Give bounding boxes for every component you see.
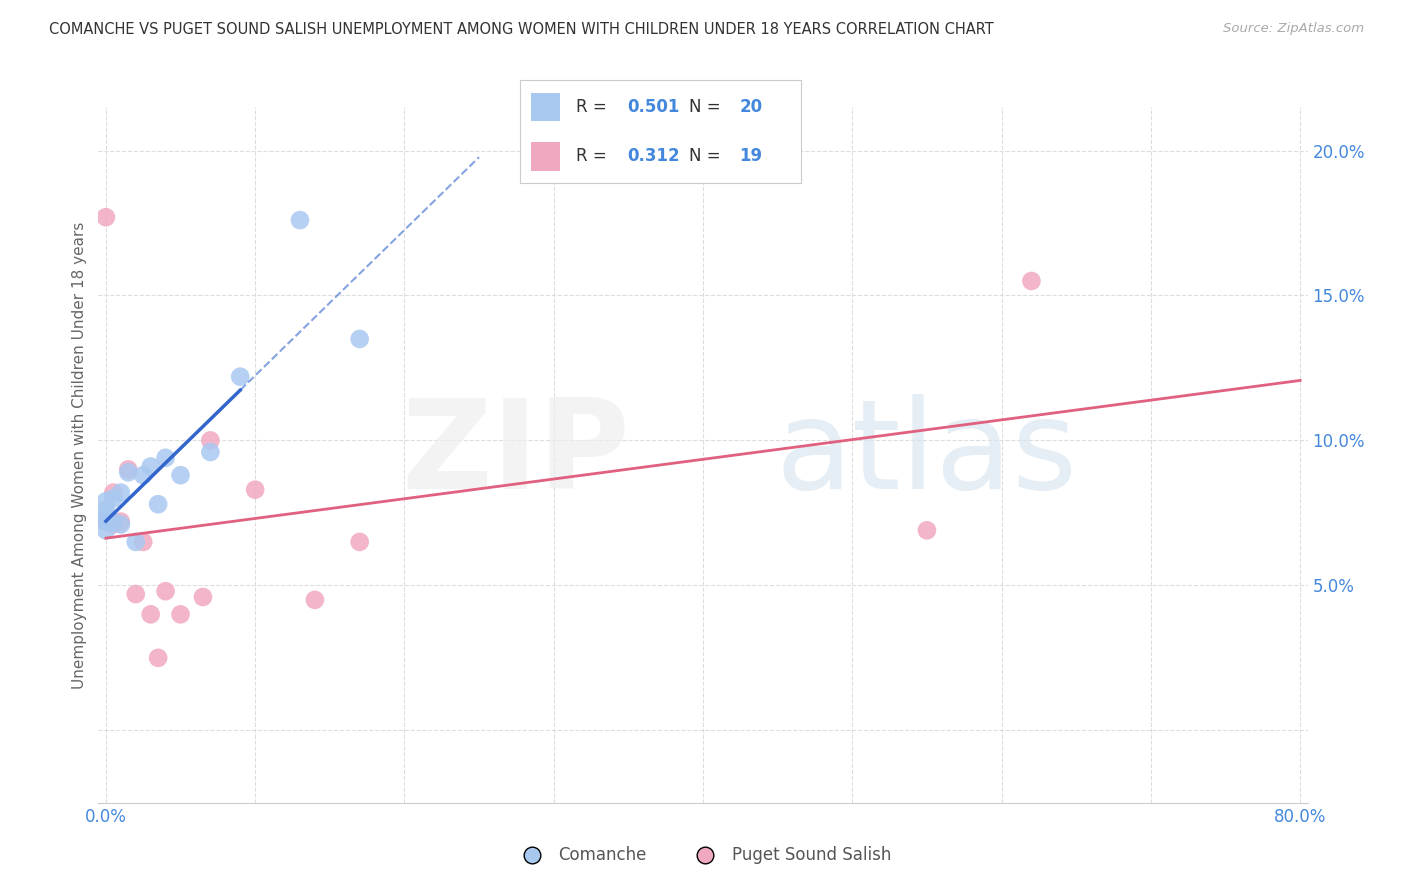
Text: 19: 19	[740, 147, 762, 165]
Legend: Comanche, Puget Sound Salish: Comanche, Puget Sound Salish	[509, 839, 897, 871]
Text: ZIP: ZIP	[402, 394, 630, 516]
Bar	[531, 93, 560, 121]
Point	[349, 332, 371, 346]
Point	[229, 369, 252, 384]
Point	[288, 213, 311, 227]
Point	[132, 534, 155, 549]
Point	[94, 503, 117, 517]
Point	[146, 651, 169, 665]
Text: COMANCHE VS PUGET SOUND SALISH UNEMPLOYMENT AMONG WOMEN WITH CHILDREN UNDER 18 Y: COMANCHE VS PUGET SOUND SALISH UNEMPLOYM…	[49, 22, 994, 37]
Text: 20: 20	[740, 98, 762, 116]
Point	[94, 523, 117, 537]
Point	[139, 459, 162, 474]
Point	[200, 434, 222, 448]
Point	[94, 211, 117, 225]
Text: 0.501: 0.501	[627, 98, 679, 116]
Point	[110, 517, 132, 532]
Point	[125, 587, 148, 601]
Point	[103, 485, 125, 500]
Point	[200, 445, 222, 459]
Point	[146, 497, 169, 511]
Point	[155, 584, 177, 599]
Point	[117, 462, 139, 476]
Point	[110, 485, 132, 500]
Text: atlas: atlas	[776, 394, 1077, 516]
Point	[304, 592, 326, 607]
Point	[94, 515, 117, 529]
Point	[94, 494, 117, 508]
Point	[132, 468, 155, 483]
Point	[94, 515, 117, 529]
Point	[915, 523, 938, 537]
Text: R =: R =	[576, 147, 613, 165]
Y-axis label: Unemployment Among Women with Children Under 18 years: Unemployment Among Women with Children U…	[72, 221, 87, 689]
Text: R =: R =	[576, 98, 613, 116]
Point	[349, 534, 371, 549]
Point	[110, 515, 132, 529]
Point	[125, 534, 148, 549]
Text: Source: ZipAtlas.com: Source: ZipAtlas.com	[1223, 22, 1364, 36]
Point	[103, 491, 125, 506]
Text: N =: N =	[689, 147, 725, 165]
Text: 0.312: 0.312	[627, 147, 679, 165]
Point	[103, 517, 125, 532]
Text: N =: N =	[689, 98, 725, 116]
Point	[155, 450, 177, 465]
Point	[139, 607, 162, 622]
Point	[103, 515, 125, 529]
Bar	[531, 142, 560, 170]
Point	[191, 590, 214, 604]
Point	[243, 483, 266, 497]
Point	[94, 508, 117, 523]
Point	[169, 607, 191, 622]
Point	[117, 466, 139, 480]
Point	[169, 468, 191, 483]
Point	[1021, 274, 1043, 288]
